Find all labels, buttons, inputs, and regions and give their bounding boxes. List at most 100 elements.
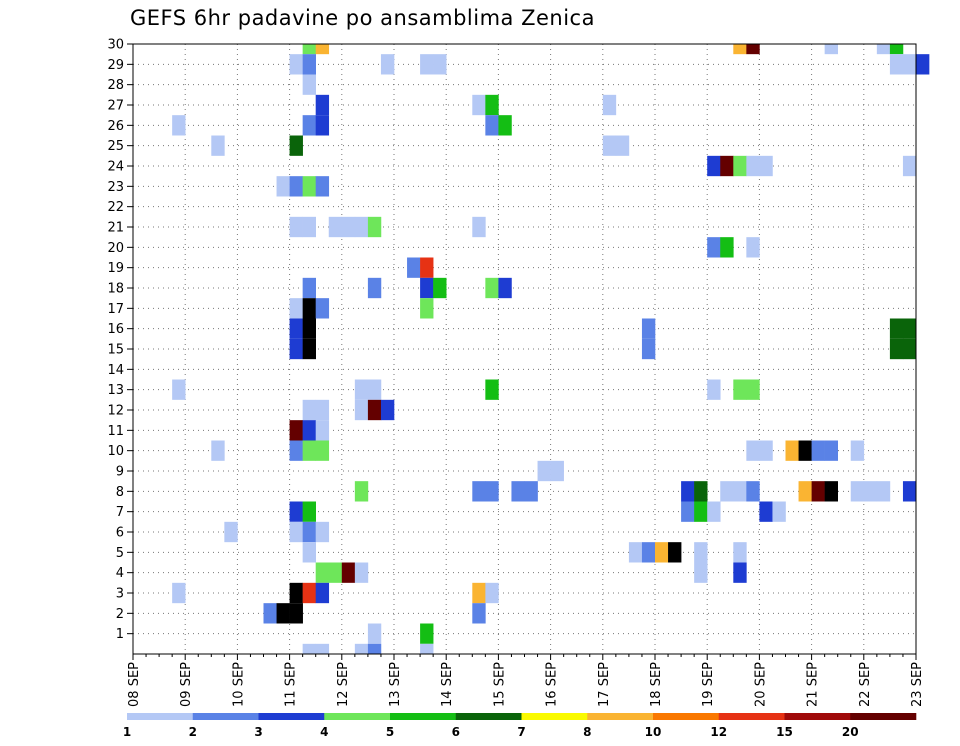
heatmap-cell [694,501,708,522]
heatmap-cell [916,54,930,75]
x-tick-label: 08 SEP [127,662,142,707]
heatmap-cell [850,481,865,502]
legend-label: 8 [583,725,591,739]
x-tick-label: 21 SEP [806,662,821,707]
legend-swatch [521,713,588,720]
y-tick-label: 2 [116,607,124,622]
heatmap-cell [380,54,395,75]
heatmap-cell [328,216,343,238]
heatmap-cell [341,562,356,583]
heatmap-cell [302,216,316,238]
heatmap-cell [811,481,825,502]
heatmap-cell [328,562,343,583]
heatmap-cell [315,582,330,604]
heatmap-cell [472,481,486,502]
heatmap-cell [354,562,369,583]
heatmap-cell [498,115,512,136]
heatmap-cell [172,379,186,400]
heatmap-cell [289,176,303,197]
heatmap-cell [289,298,303,319]
heatmap-cell [537,460,551,482]
heatmap-cell [746,44,760,55]
heatmap-cell [498,277,512,299]
heatmap-cell [315,420,330,441]
y-tick-label: 24 [107,160,124,175]
legend-swatch [587,713,654,720]
y-tick-label: 29 [107,58,124,73]
y-tick-label: 13 [107,383,124,398]
x-tick-label: 09 SEP [179,662,194,707]
heatmap-cell [302,54,316,75]
heatmap-cell [902,318,917,339]
heatmap-cell [602,94,617,116]
heatmap-cell [315,521,330,543]
y-tick-label: 19 [107,261,124,276]
x-tick-label: 16 SEP [545,662,560,707]
y-tick-label: 22 [107,200,124,215]
x-tick-label: 13 SEP [388,662,403,707]
x-tick-label: 17 SEP [597,662,612,707]
heatmap-cell [472,603,486,624]
y-tick-label: 16 [107,322,124,337]
heatmap-cell [615,135,630,156]
heatmap-cell [798,440,812,461]
heatmap-cell [902,54,917,75]
heatmap-cell [211,135,225,156]
heatmap-cell [707,501,721,522]
heatmap-cell [472,582,486,604]
heatmap-cell [420,54,434,75]
heatmap-cell [472,216,486,238]
heatmap-cell [876,481,891,502]
heatmap-cell [302,542,316,563]
y-tick-label: 21 [107,221,124,236]
heatmap-cell [367,379,382,400]
heatmap-cell [485,94,499,116]
heatmap-cell [289,318,303,339]
y-tick-label: 18 [107,282,124,297]
x-tick-label: 23 SEP [910,662,925,707]
heatmap-cell [655,542,669,563]
x-tick-label: 12 SEP [336,662,351,707]
heatmap-cell [511,481,525,502]
heatmap-cell [302,298,316,319]
heatmap-cell [315,440,330,461]
y-tick-label: 17 [107,302,124,317]
heatmap-cell [733,562,747,583]
heatmap-cell [902,481,917,502]
legend-swatch [784,713,851,720]
legend-label: 10 [645,725,662,739]
heatmap-cell [863,481,878,502]
heatmap-cell [367,623,382,644]
heatmap-cell [824,481,838,502]
legend-swatch [258,713,325,720]
heatmap-cell [733,542,747,563]
y-tick-label: 5 [116,546,124,561]
heatmap-cell [289,216,303,238]
heatmap-cell [746,379,760,400]
heatmap-cell [889,338,904,360]
y-tick-label: 9 [116,465,124,480]
heatmap-cell [433,277,447,299]
legend-swatch [390,713,457,720]
heatmap-cell [485,481,499,502]
heatmap-cell [302,44,316,55]
heatmap-cell [276,603,290,624]
heatmap-cell [302,582,316,604]
heatmap-cell [641,318,656,339]
heatmap-cell [315,643,330,654]
heatmap-cell [315,399,330,421]
y-tick-label: 30 [107,38,124,53]
legend-label: 2 [189,725,197,739]
x-tick-label: 15 SEP [492,662,507,707]
heatmap-cell [302,277,316,299]
heatmap-cell [889,318,904,339]
grid-layer [133,44,916,654]
heatmap-cell [720,155,734,177]
heatmap-cell [289,603,303,624]
x-tick-label: 18 SEP [649,662,664,707]
heatmap-cell [354,399,369,421]
heatmap-cell [420,643,434,654]
heatmap-cell [707,237,721,258]
heatmap-cell [354,216,369,238]
